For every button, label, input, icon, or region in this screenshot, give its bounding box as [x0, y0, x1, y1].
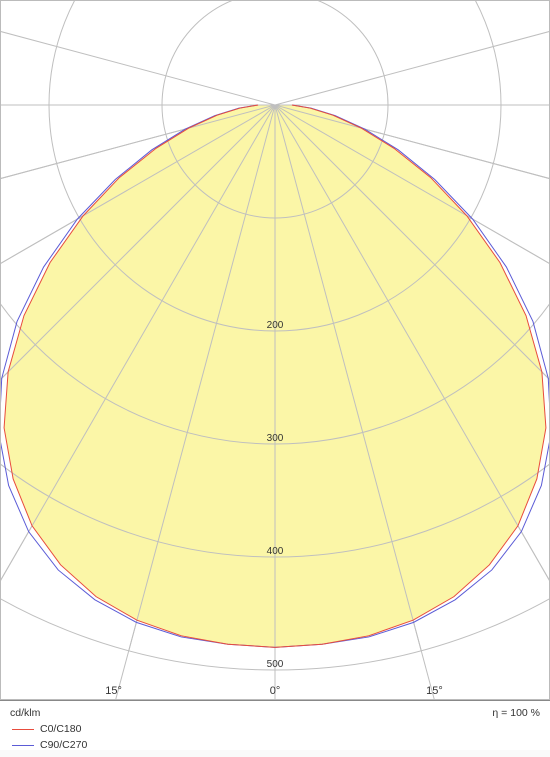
svg-text:300: 300: [267, 433, 284, 444]
chart-footer: cd/klm η = 100 % C0/C180 C90/C270: [0, 701, 550, 757]
polar-chart-container: 2003004005000°15°15°30°30°45°45°60°60°75…: [0, 0, 550, 750]
svg-text:15°: 15°: [426, 685, 443, 697]
svg-text:500: 500: [267, 659, 284, 670]
legend-swatch-0: [12, 729, 34, 730]
footer-units-row: cd/klm η = 100 %: [6, 705, 544, 721]
legend-label-1: C90/C270: [40, 739, 87, 751]
polar-svg: 2003004005000°15°15°30°30°45°45°60°60°75…: [0, 0, 550, 700]
svg-text:0°: 0°: [270, 685, 281, 697]
svg-text:200: 200: [267, 320, 284, 331]
unit-right: η = 100 %: [492, 707, 540, 719]
legend-item-1: C90/C270: [6, 737, 544, 753]
legend-item-0: C0/C180: [6, 721, 544, 737]
unit-left: cd/klm: [10, 707, 40, 719]
chart-area: 2003004005000°15°15°30°30°45°45°60°60°75…: [0, 0, 550, 701]
legend-swatch-1: [12, 745, 34, 746]
svg-text:400: 400: [267, 546, 284, 557]
legend-label-0: C0/C180: [40, 723, 81, 735]
svg-text:15°: 15°: [105, 685, 122, 697]
